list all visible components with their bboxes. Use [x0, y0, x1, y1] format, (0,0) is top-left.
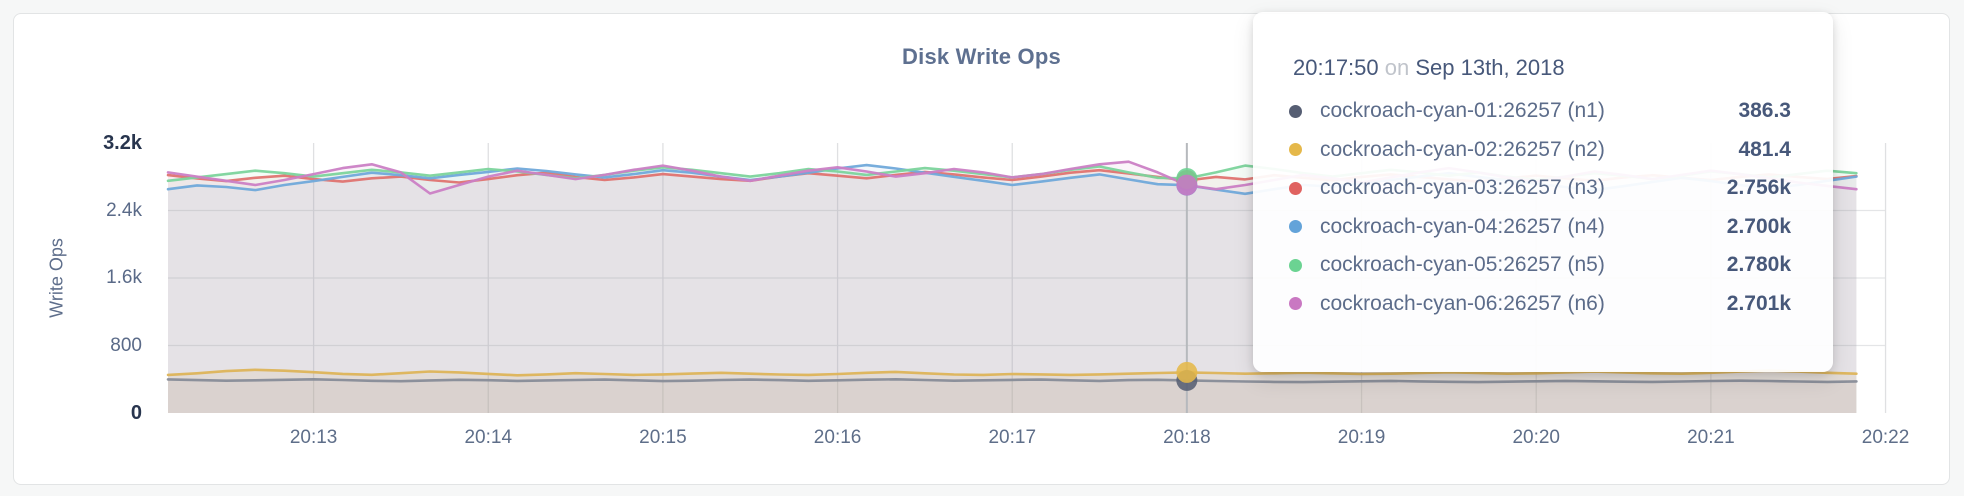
tooltip-series-value: 2.780k	[1726, 253, 1791, 277]
tooltip-series-row: cockroach-cyan-04:26257 (n4) 2.700k	[1289, 208, 1791, 247]
tooltip-preposition: on	[1384, 55, 1410, 80]
tooltip-series-row: cockroach-cyan-05:26257 (n5) 2.780k	[1289, 246, 1791, 285]
tooltip-series-value: 2.701k	[1726, 291, 1791, 315]
tooltip-series-value: 2.756k	[1726, 176, 1791, 200]
tooltip-series-row: cockroach-cyan-02:26257 (n2) 481.4	[1289, 131, 1791, 170]
y-tick-label: 0	[130, 402, 142, 424]
tooltip-series-value: 2.700k	[1726, 214, 1791, 238]
y-tick-label: 1.6k	[106, 267, 142, 288]
y-tick-label: 3.2k	[103, 132, 142, 154]
x-tick-label: 20:16	[813, 427, 862, 448]
series-color-dot-icon	[1289, 104, 1302, 118]
tooltip-series-name: cockroach-cyan-05:26257 (n5)	[1320, 253, 1605, 277]
tooltip-series-name: cockroach-cyan-04:26257 (n4)	[1320, 214, 1605, 238]
y-tick-label: 2.4k	[106, 199, 142, 221]
tooltip-series-row: cockroach-cyan-06:26257 (n6) 2.701k	[1289, 285, 1791, 324]
x-tick-label: 20:22	[1861, 427, 1910, 448]
tooltip-time: 20:17:50	[1293, 55, 1379, 80]
x-tick-label: 20:20	[1512, 427, 1560, 448]
x-tick-label: 20:21	[1687, 427, 1735, 448]
tooltip-date: Sep 13th, 2018	[1415, 55, 1565, 80]
x-tick-label: 20:14	[464, 427, 513, 448]
tooltip-series-list: cockroach-cyan-01:26257 (n1) 386.3 cockroa…	[1289, 92, 1791, 323]
x-tick-label: 20:13	[289, 427, 338, 448]
tooltip-series-name: cockroach-cyan-01:26257 (n1)	[1320, 99, 1605, 123]
y-tick-label: 800	[110, 334, 142, 356]
series-color-dot-icon	[1289, 258, 1302, 272]
hover-tooltip: 20:17:50 on Sep 13th, 2018 cockroach-cya…	[1253, 12, 1833, 372]
x-tick-label: 20:15	[639, 427, 687, 448]
tooltip-series-value: 481.4	[1738, 137, 1791, 161]
series-color-dot-icon	[1289, 181, 1302, 195]
x-tick-label: 20:17	[988, 427, 1037, 448]
tooltip-series-row: cockroach-cyan-01:26257 (n1) 386.3	[1289, 92, 1791, 131]
tooltip-series-value: 386.3	[1738, 99, 1791, 123]
series-color-dot-icon	[1289, 143, 1302, 157]
series-color-dot-icon	[1289, 297, 1302, 311]
chart-title: Disk Write Ops	[902, 44, 1061, 69]
tooltip-series-name: cockroach-cyan-03:26257 (n3)	[1320, 176, 1605, 200]
tooltip-series-row: cockroach-cyan-03:26257 (n3) 2.756k	[1289, 169, 1791, 208]
x-tick-label: 20:19	[1337, 427, 1386, 448]
tooltip-series-name: cockroach-cyan-02:26257 (n2)	[1320, 137, 1605, 161]
tooltip-timestamp: 20:17:50 on Sep 13th, 2018	[1293, 54, 1791, 82]
tooltip-series-name: cockroach-cyan-06:26257 (n6)	[1320, 291, 1605, 315]
x-tick-label: 20:18	[1163, 427, 1211, 448]
series-color-dot-icon	[1289, 220, 1302, 234]
